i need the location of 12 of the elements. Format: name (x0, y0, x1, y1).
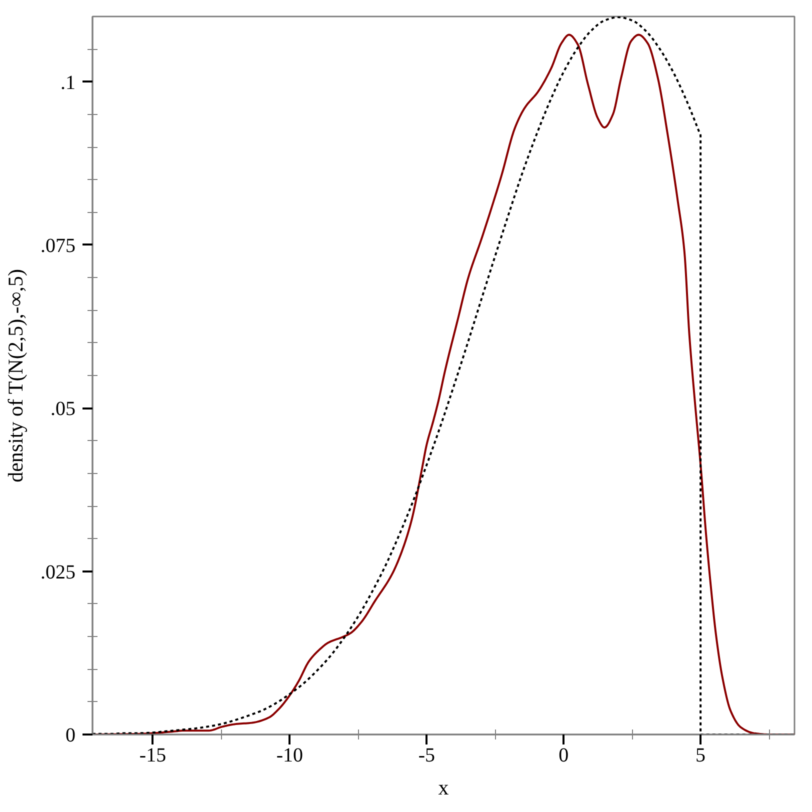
x-tick-label: 5 (696, 744, 706, 766)
x-tick-label: -5 (418, 744, 435, 766)
y-axis-title: density of T(N(2,5),-∞,5) (4, 268, 28, 482)
x-tick-label: -15 (139, 744, 166, 766)
x-tick-label: 0 (558, 744, 569, 766)
y-tick-label: 0 (66, 724, 76, 746)
y-tick-label: .05 (50, 398, 76, 420)
x-tick-label: -10 (276, 744, 304, 766)
y-tick-label: .1 (60, 72, 76, 94)
y-tick-label: .075 (40, 234, 76, 257)
x-axis-title: x (438, 776, 450, 800)
y-tick-label: .025 (40, 561, 76, 584)
